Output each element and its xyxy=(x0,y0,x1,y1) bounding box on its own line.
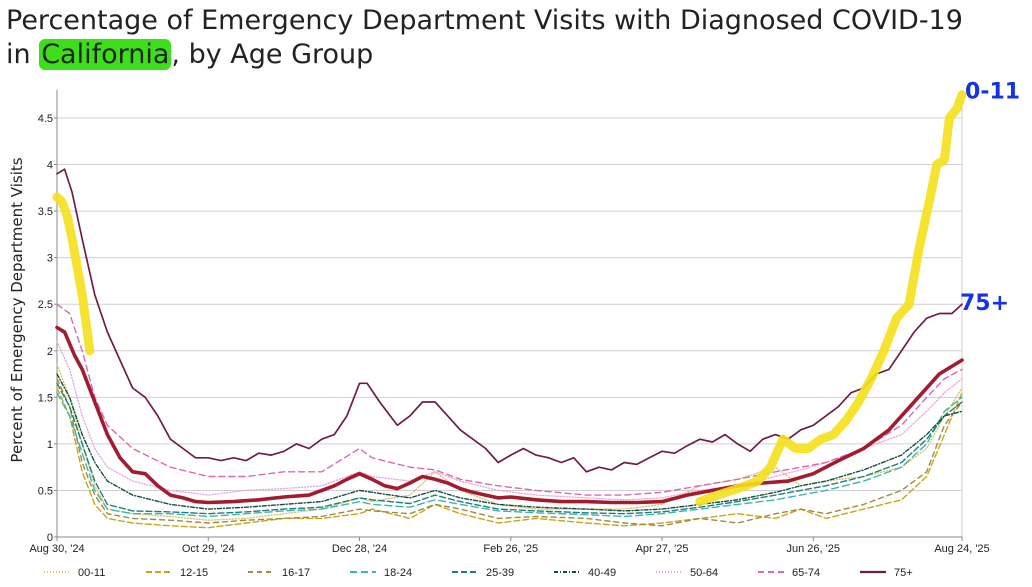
y-axis-title: Percent of Emergency Department Visits xyxy=(8,157,26,462)
legend-label: 65-74 xyxy=(792,567,820,579)
series-line-25-39 xyxy=(56,382,963,515)
series-line-yellow-marker-2 xyxy=(695,90,967,507)
legend-label: 25-39 xyxy=(486,567,514,579)
legend-label: 40-49 xyxy=(588,567,616,579)
gridlines xyxy=(56,90,963,538)
legend-label: 50-64 xyxy=(690,567,718,579)
annotation-label: 75+ xyxy=(960,291,1009,316)
series-line-65-74 xyxy=(56,303,963,496)
chart-title-prefix: in xyxy=(6,39,40,70)
annotations: 0-11 75+ xyxy=(960,80,1020,316)
x-tick-label: Dec 28, '24 xyxy=(332,543,387,555)
y-tick-label: 3 xyxy=(47,253,53,265)
y-axis: 0 0.5 1 1.5 2 2.5 3 3.5 4 4.5 xyxy=(38,113,57,544)
x-tick-label: Feb 26, '25 xyxy=(483,543,538,555)
y-tick-label: 1.5 xyxy=(38,392,53,404)
series-lines xyxy=(52,90,967,529)
x-axis: Aug 30, '24 Oct 29, '24 Dec 28, '24 Feb 26,… xyxy=(29,537,990,555)
series-line-75- xyxy=(56,168,963,473)
legend-label: 16-17 xyxy=(282,567,310,579)
legend-label: 75+ xyxy=(894,567,913,579)
series-line-18-24 xyxy=(56,392,963,518)
x-tick-label: Aug 24, '25 xyxy=(934,543,989,555)
y-tick-label: 2.5 xyxy=(38,299,53,311)
legend-label: 12-15 xyxy=(180,567,208,579)
legend-label: 18-24 xyxy=(384,567,412,579)
y-tick-label: 3.5 xyxy=(38,206,53,218)
chart-title-line1: Percentage of Emergency Department Visit… xyxy=(6,5,963,36)
x-tick-label: Oct 29, '24 xyxy=(182,543,235,555)
series-line-yellow-marker xyxy=(52,192,95,356)
series-line-12-15 xyxy=(56,387,963,529)
series-line-16-17 xyxy=(56,378,963,527)
y-tick-label: 0 xyxy=(47,532,53,544)
chart-title-suffix: , by Age Group xyxy=(171,39,374,70)
x-tick-label: Apr 27, '25 xyxy=(636,543,689,555)
chart-title: Percentage of Emergency Department Visit… xyxy=(6,4,1006,72)
x-tick-label: Aug 30, '24 xyxy=(29,543,84,555)
legend: 00-11 12-15 16-17 18-24 25-39 40-49 50-64 65-74… xyxy=(44,567,913,579)
series-line-40-49 xyxy=(56,373,963,512)
annotation-label: 0-11 xyxy=(965,80,1020,105)
highlighted-state: California xyxy=(39,39,172,70)
y-tick-label: 2 xyxy=(47,346,53,358)
y-tick-label: 4.5 xyxy=(38,113,53,125)
y-tick-label: 0.5 xyxy=(38,485,53,497)
y-tick-label: 4 xyxy=(47,160,53,172)
x-tick-label: Jun 26, '25 xyxy=(787,543,840,555)
y-tick-label: 1 xyxy=(47,439,53,451)
series-line-50-64 xyxy=(56,340,963,501)
legend-label: 00-11 xyxy=(78,567,105,579)
